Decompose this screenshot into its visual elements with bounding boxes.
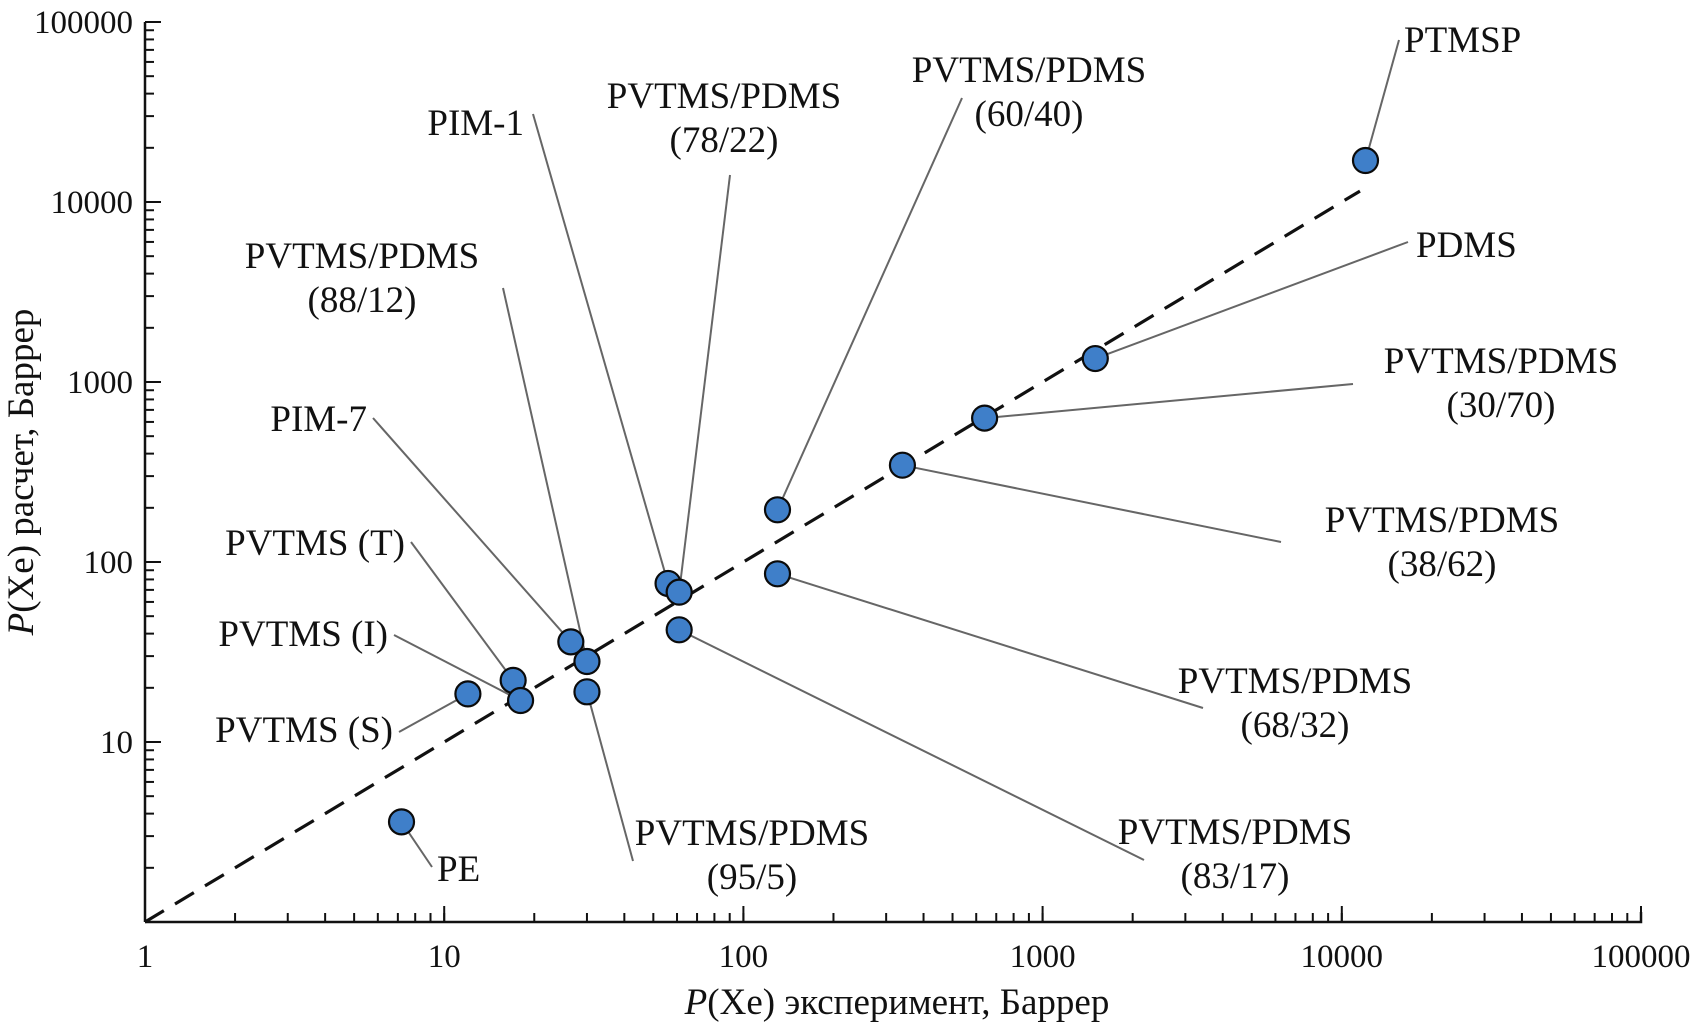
point-label-pvtms-s: PVTMS (S) <box>215 710 393 751</box>
point-label-line: PIM-1 <box>427 103 524 144</box>
x-tick-label: 100 <box>719 939 769 975</box>
leader-line-pvtms-pdms-68-32 <box>777 572 1204 709</box>
x-tick-label: 1 <box>137 939 154 975</box>
data-point-pvtms-s <box>454 680 482 708</box>
x-tick-label: 10000 <box>1301 939 1384 975</box>
leader-line-pvtms-pdms-60-40 <box>776 97 963 511</box>
point-label-pvtms-pdms-30-70: PVTMS/PDMS (30/70) <box>1384 341 1618 426</box>
leader-line-pvtms-pdms-95-5 <box>585 691 634 862</box>
x-tick-label: 1000 <box>1010 939 1076 975</box>
x-tick-label: 100000 <box>1592 939 1691 975</box>
point-label-line: (88/12) <box>308 280 417 321</box>
point-label-line: (38/62) <box>1388 544 1497 585</box>
point-label-line: PVTMS (I) <box>218 614 388 655</box>
y-tick-label: 10000 <box>51 185 134 221</box>
point-label-line: (30/70) <box>1447 385 1556 426</box>
point-label-pvtms-pdms-78-22: PVTMS/PDMS (78/22) <box>607 76 841 161</box>
leader-line-pvtms-pdms-38-62 <box>902 464 1282 543</box>
point-label-pdms: PDMS <box>1416 225 1517 266</box>
point-label-line: PE <box>437 849 480 890</box>
data-point-pvtms-pdms-88-12 <box>573 647 601 676</box>
x-axis-title-italic: P <box>684 982 708 1023</box>
point-label-line: PVTMS/PDMS <box>635 813 869 854</box>
point-label-pim-1: PIM-1 <box>427 103 524 144</box>
point-label-line: PDMS <box>1416 225 1517 266</box>
point-label-line: PVTMS (T) <box>225 523 405 564</box>
y-tick-label: 1000 <box>67 365 133 401</box>
point-label-line: (60/40) <box>975 94 1084 135</box>
point-label-line: PVTMS/PDMS <box>607 76 841 117</box>
x-tick-label: 10 <box>428 939 461 975</box>
point-label-line: PVTMS/PDMS <box>1118 812 1352 853</box>
point-label-pe: PE <box>437 849 480 890</box>
data-point-pe <box>387 808 416 836</box>
data-point-pvtms-pdms-78-22 <box>665 578 693 606</box>
leader-line-pvtms-pdms-78-22 <box>678 174 731 593</box>
point-label-line: (95/5) <box>707 857 797 898</box>
point-label-line: PTMSP <box>1404 20 1521 61</box>
data-point-pvtms-pdms-95-5 <box>573 678 601 706</box>
point-label-pim-7: PIM-7 <box>270 399 367 440</box>
leader-line-pim-1 <box>532 113 670 584</box>
point-label-pvtms-pdms-95-5: PVTMS/PDMS (95/5) <box>635 813 869 898</box>
point-label-pvtms-pdms-83-17: PVTMS/PDMS (83/17) <box>1118 812 1352 897</box>
leader-line-pvtms-i <box>393 634 522 702</box>
x-axis-title: P(Xe) эксперимент, Баррер <box>684 982 1110 1023</box>
y-axis-title-italic: P <box>1 613 42 637</box>
leader-line-pvtms-pdms-88-12 <box>502 287 588 662</box>
point-label-line: PVTMS/PDMS <box>1178 661 1412 702</box>
data-point-pim-7 <box>557 628 585 656</box>
point-label-line: PVTMS/PDMS <box>1384 341 1618 382</box>
data-points <box>387 146 1380 836</box>
leader-line-ptmsp <box>1364 39 1400 161</box>
point-label-line: PVTMS/PDMS <box>245 236 479 277</box>
point-label-pvtms-i: PVTMS (I) <box>218 614 388 655</box>
data-point-pvtms-pdms-30-70 <box>971 404 999 432</box>
point-label-pvtms-pdms-38-62: PVTMS/PDMS (38/62) <box>1325 500 1559 585</box>
point-label-line: PIM-7 <box>270 399 367 440</box>
point-label-pvtms-pdms-88-12: PVTMS/PDMS (88/12) <box>245 236 479 321</box>
leader-line-pvtms-pdms-30-70 <box>984 383 1354 420</box>
y-tick-label: 10 <box>100 725 133 761</box>
leader-lines <box>372 39 1409 868</box>
x-axis-title-rest: (Xe) эксперимент, Баррер <box>707 982 1109 1023</box>
y-tick-label: 100000 <box>34 5 133 41</box>
y-tick-label: 100 <box>84 545 134 581</box>
point-label-line: PVTMS (S) <box>215 710 393 751</box>
point-label-pvtms-t: PVTMS (T) <box>225 523 405 564</box>
data-point-ptmsp <box>1351 146 1380 175</box>
leader-line-pim-7 <box>372 417 572 643</box>
leader-line-pvtms-pdms-83-17 <box>678 628 1145 861</box>
data-point-pvtms-pdms-83-17 <box>665 616 693 644</box>
point-label-line: PVTMS/PDMS <box>1325 500 1559 541</box>
point-label-line: (83/17) <box>1181 856 1290 897</box>
reference-line-y-equals-x <box>144 189 1361 924</box>
leader-line-pvtms-t <box>410 541 514 681</box>
data-point-pvtms-pdms-38-62 <box>888 451 917 479</box>
ticks: 1 10 100 1000 10000 100000 10 100 1000 10000 10000… <box>34 5 1691 975</box>
data-point-pdms <box>1081 344 1109 373</box>
leader-line-pdms <box>1094 241 1409 360</box>
point-label-line: PVTMS/PDMS <box>912 50 1146 91</box>
point-label-ptmsp: PTMSP <box>1404 20 1521 61</box>
point-label-line: (78/22) <box>670 120 779 161</box>
data-point-pvtms-pdms-60-40 <box>763 496 792 524</box>
point-label-line: (68/32) <box>1241 705 1350 746</box>
point-label-pvtms-pdms-68-32: PVTMS/PDMS (68/32) <box>1178 661 1412 746</box>
data-point-pvtms-i <box>506 686 535 715</box>
data-point-pvtms-pdms-68-32 <box>763 560 792 588</box>
point-label-pvtms-pdms-60-40: PVTMS/PDMS (60/40) <box>912 50 1146 135</box>
x-axis-line <box>145 912 1643 924</box>
y-axis-title: P(Xe) расчет, Баррер <box>1 309 42 637</box>
y-axis-title-rest: (Xe) расчет, Баррер <box>1 309 42 613</box>
